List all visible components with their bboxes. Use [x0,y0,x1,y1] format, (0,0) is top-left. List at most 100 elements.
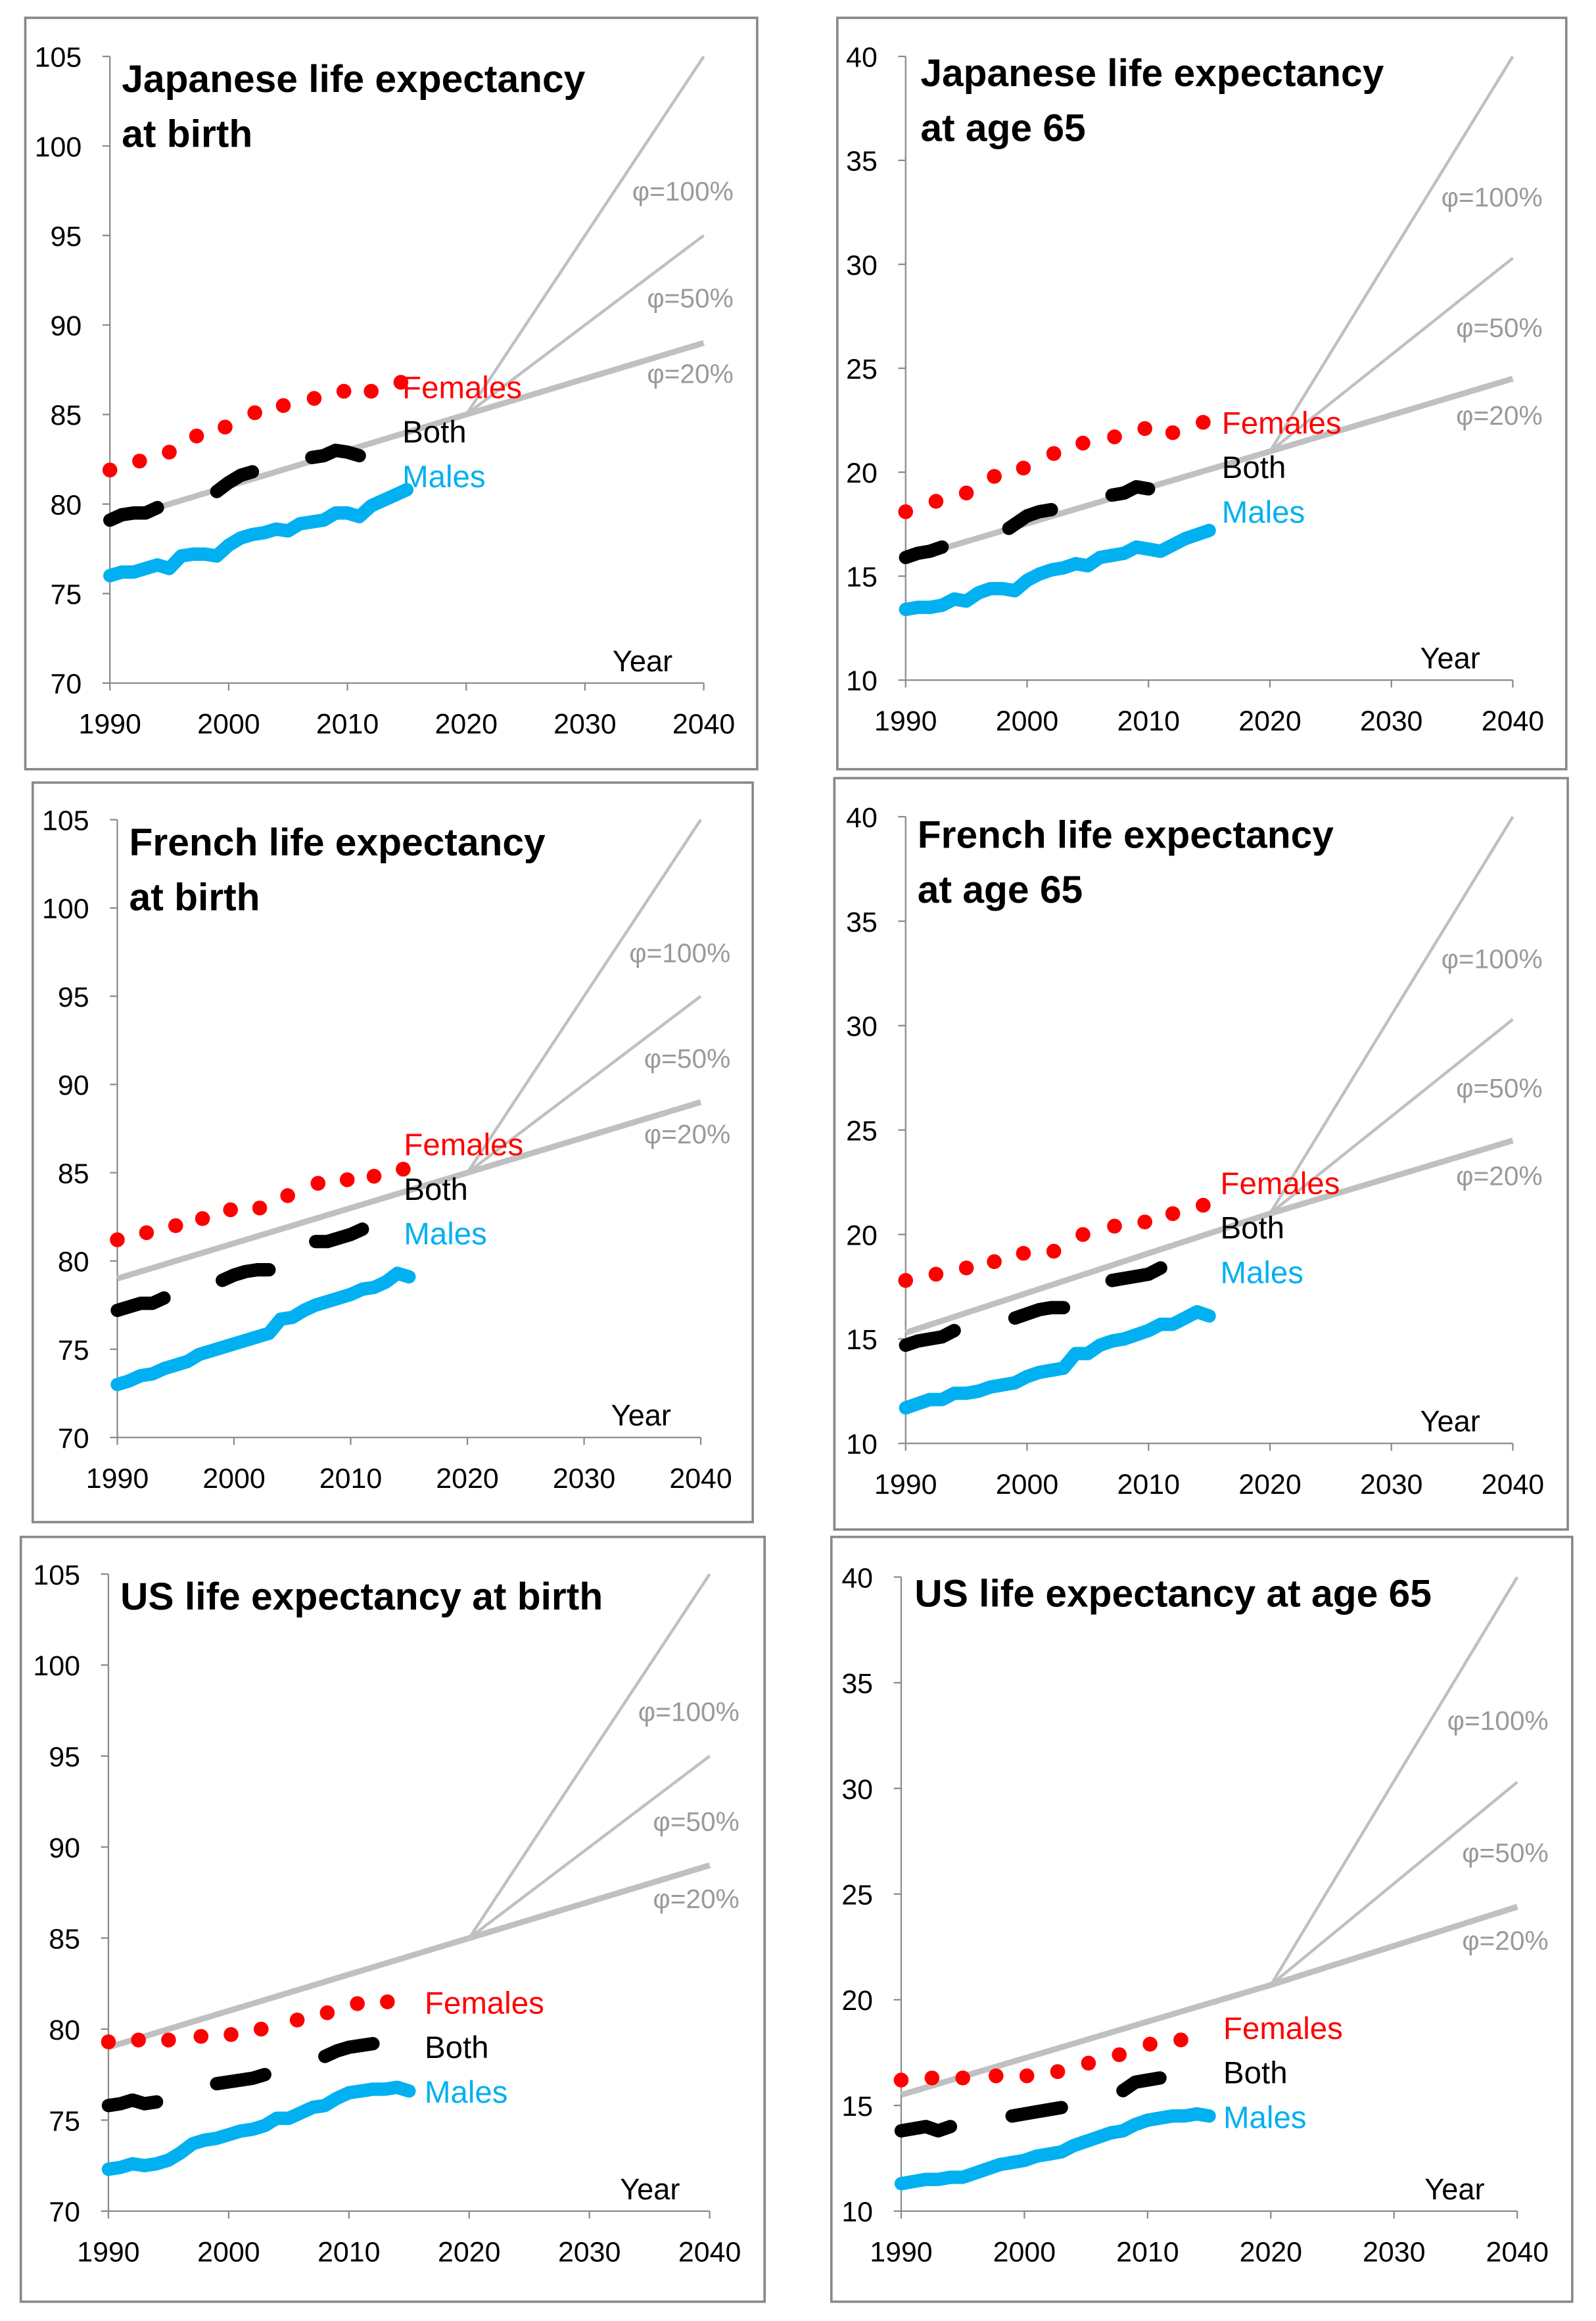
y-tick-label: 105 [33,1560,80,1591]
chart-panel-3: 70 75 80 85 90 95 100 105 1990 2000 2010 2020 2030 20… [31,781,754,1523]
females-point [380,1994,395,2009]
males-line [894,2107,1216,2191]
both-dash-segment [318,2037,380,2063]
females-point [280,1188,295,1203]
females-point [1196,415,1211,430]
females-point [252,1200,268,1216]
females-point [366,1168,382,1184]
females-point [101,2034,116,2049]
projection-line [465,55,705,416]
males-label: Males [1221,1255,1303,1290]
x-tick-label: 2040 [1482,706,1544,737]
both-dash-segment [894,2120,958,2138]
both-dash-segment [210,465,260,498]
both-label: Both [425,2030,489,2065]
females-point [339,1172,355,1187]
panel-frame [31,781,754,1523]
y-tick-label: 105 [42,805,89,836]
both-dash-segment [1008,1301,1071,1325]
females-label: Females [1221,1166,1340,1201]
chart-panel-1: 70 75 80 85 90 95 100 105 1990 2000 2010 2020 2030 20… [24,16,759,771]
x-tick-label: 1990 [78,709,141,740]
both-dash-segment [899,540,949,564]
projection-label: φ=100% [629,938,730,968]
projection-line [1269,55,1514,452]
x-tick-label: 2030 [1360,1469,1422,1500]
females-point [1196,1197,1211,1213]
projection-label: φ=100% [1442,944,1543,974]
y-tick-label: 25 [841,1879,873,1911]
males-line [110,1266,416,1391]
females-point [336,383,352,399]
females-point [195,1211,210,1226]
chart-panel-5: 70 75 80 85 90 95 100 105 1990 2000 2010 2020 2030 20… [19,1535,766,2303]
y-tick-label: 70 [58,1423,89,1454]
both-dash-segment [1105,1261,1167,1287]
both-label: Both [1222,450,1286,485]
y-tick-label: 80 [49,2015,80,2046]
x-tick-label: 1990 [874,1469,937,1500]
y-tick-label: 30 [846,250,878,281]
females-point [1107,429,1122,444]
males-line [899,523,1216,617]
chart-title: at birth [122,113,252,156]
x-tick-label: 2040 [1486,2237,1549,2268]
females-point [102,462,118,478]
females-point [898,1273,914,1288]
x-tick-label: 2010 [1117,1469,1180,1500]
projection-label: φ=100% [1442,182,1543,212]
females-point [1165,425,1181,441]
projection-baseline [904,448,1271,563]
projection-line [465,340,705,418]
projection-line [1269,256,1514,453]
x-tick-label: 2010 [317,2237,380,2268]
females-point [131,2032,146,2047]
projection-line [1269,375,1514,454]
males-line [103,483,414,583]
y-tick-label: 30 [846,1011,878,1043]
females-label: Females [1223,2011,1343,2046]
chart-title: Japanese life expectancy [920,52,1384,95]
projection-line [466,819,702,1174]
projection-line [1269,1781,1518,1986]
females-point [364,383,379,399]
y-tick-label: 15 [841,2091,873,2122]
y-tick-label: 15 [846,1324,878,1356]
females-point [223,1202,238,1218]
projection-baseline [107,1935,471,2051]
y-tick-label: 80 [58,1247,89,1278]
projection-line [1269,1576,1519,1986]
x-tick-label: 1990 [870,2237,932,2268]
females-point [396,1161,411,1177]
males-label: Males [1222,495,1305,530]
females-point [1137,421,1152,437]
females-point [193,2028,209,2044]
x-tick-label: 2030 [558,2237,621,2268]
projection-line [1269,1018,1514,1215]
y-tick-label: 35 [841,1668,873,1700]
females-point [928,1266,944,1282]
x-tick-label: 2010 [1116,2237,1179,2268]
x-tick-label: 1990 [86,1463,149,1495]
y-tick-label: 40 [846,42,878,74]
females-point [987,1254,1002,1270]
x-tick-label: 1990 [77,2237,139,2268]
females-point [928,494,944,509]
y-tick-label: 25 [846,1116,878,1147]
y-tick-label: 85 [51,400,82,431]
females-point [319,2005,335,2021]
projection-label: φ=20% [1462,1925,1548,1955]
females-point [1046,1243,1062,1259]
y-tick-label: 10 [846,665,878,697]
x-tick-label: 2000 [202,1463,265,1495]
females-point [989,2068,1004,2084]
females-label: Females [1222,406,1342,441]
y-tick-label: 100 [35,132,82,163]
x-tick-label: 2020 [1240,2237,1302,2268]
y-tick-label: 20 [846,1220,878,1251]
projection-line [468,1862,711,1941]
males-line [101,2080,416,2176]
both-dash-segment [103,500,164,527]
y-tick-label: 95 [51,221,82,252]
